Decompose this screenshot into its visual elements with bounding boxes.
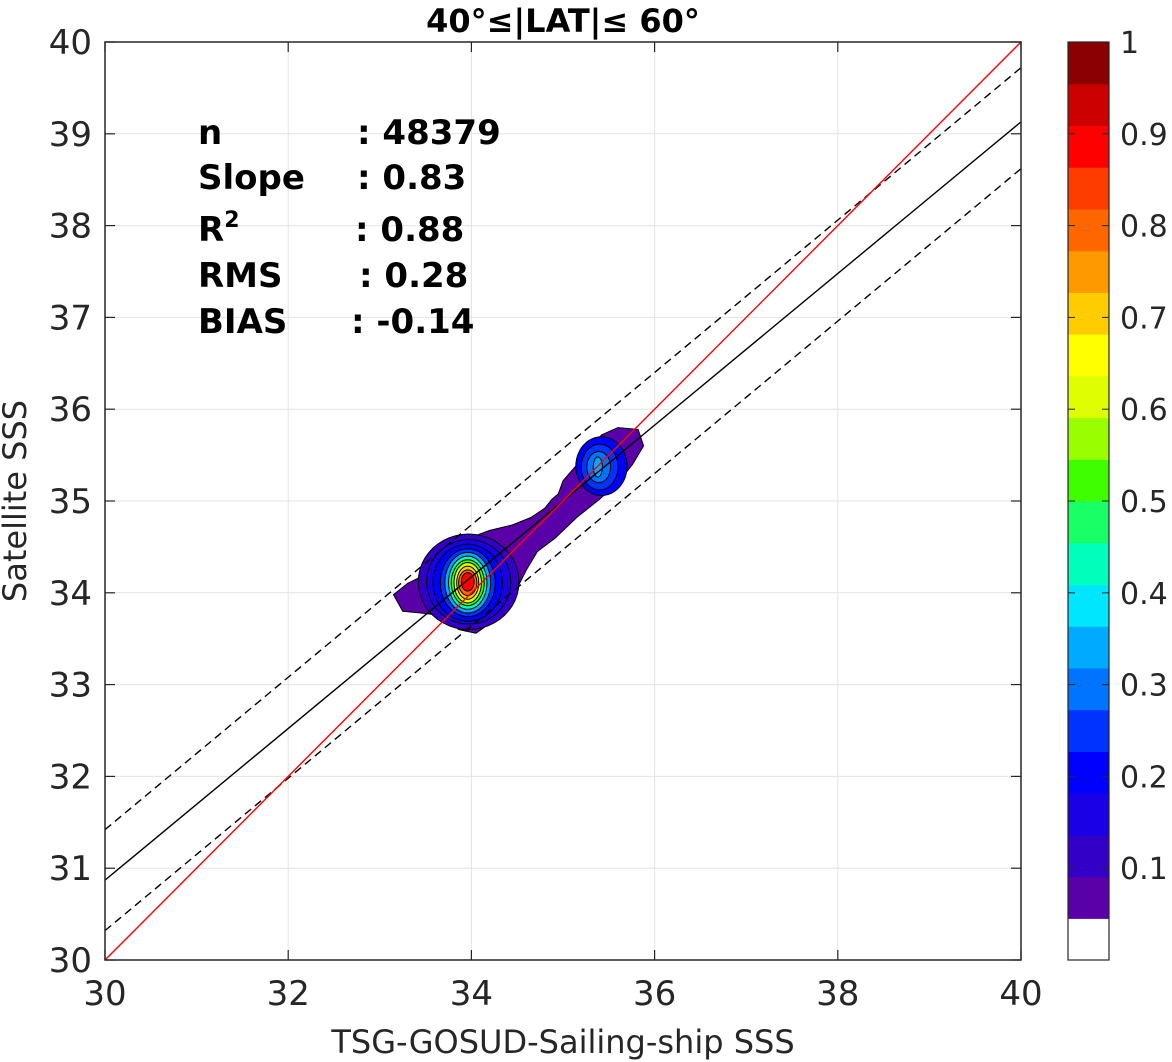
stat-label: RMS	[198, 256, 283, 296]
colorbar-tick-label: 0.2	[1120, 760, 1168, 795]
y-tick-label: 30	[49, 941, 92, 981]
y-tick-label: 32	[49, 757, 92, 797]
colorbar-segment	[1068, 83, 1109, 127]
colorbar-tick-label: 0.4	[1120, 577, 1168, 612]
y-tick-label: 35	[49, 482, 92, 522]
colorbar-tick-label: 0.9	[1120, 118, 1168, 153]
colorbar-segment	[1068, 292, 1109, 335]
x-tick-label: 40	[999, 974, 1042, 1014]
colorbar-segment	[1068, 876, 1109, 919]
y-axis-label: Satellite SSS	[0, 400, 34, 602]
stat-value: : 0.88	[355, 210, 464, 250]
colorbar-segment	[1068, 42, 1109, 85]
stat-value: : 0.83	[357, 158, 466, 198]
colorbar-tick-label: 0.3	[1120, 669, 1168, 704]
colorbar-segment	[1068, 751, 1109, 794]
density-contours	[393, 427, 645, 634]
colorbar-tick-label: 0.8	[1120, 210, 1168, 245]
colorbar-segment	[1068, 793, 1109, 836]
colorbar-segment	[1068, 501, 1109, 544]
colorbar-segment	[1068, 667, 1109, 711]
stat-label: BIAS	[198, 302, 287, 342]
colorbar-segment	[1068, 167, 1109, 210]
x-tick-label: 32	[267, 974, 310, 1014]
identity-line	[105, 42, 1021, 960]
y-tick-label: 37	[49, 298, 92, 338]
colorbar-segment	[1068, 709, 1109, 752]
colorbar-tick-label: 0.1	[1120, 852, 1168, 887]
y-tick-label: 31	[49, 849, 92, 889]
y-tick-label: 38	[49, 207, 92, 247]
stat-value: : -0.14	[351, 302, 474, 342]
colorbar-tick-label: 0.6	[1120, 393, 1168, 428]
regression-lines	[105, 42, 1021, 960]
x-tick-label: 30	[83, 974, 126, 1014]
colorbar-segment	[1068, 417, 1109, 460]
y-tick-label: 39	[49, 115, 92, 155]
stat-label: Slope	[198, 158, 305, 198]
colorbar-segment	[1068, 250, 1109, 293]
fit-lower-line	[105, 168, 1021, 932]
chart-title: 40°≤|LAT|≤ 60°	[426, 2, 700, 41]
colorbar-segment	[1068, 125, 1109, 168]
colorbar-tick-label: 0.7	[1120, 301, 1168, 336]
colorbar-segment	[1068, 459, 1109, 502]
colorbar-segment	[1068, 375, 1109, 419]
x-tick-label: 38	[816, 974, 859, 1014]
y-tick-label: 36	[49, 390, 92, 430]
stat-value: : 48379	[357, 113, 501, 153]
colorbar-segment	[1068, 334, 1109, 377]
colorbar-segment	[1068, 208, 1109, 252]
stat-value: : 0.28	[359, 256, 468, 296]
colorbar-segment	[1068, 584, 1109, 627]
colorbar-segment	[1068, 918, 1109, 961]
x-tick-label: 36	[633, 974, 676, 1014]
grid	[105, 42, 1021, 960]
y-tick-label: 34	[49, 574, 92, 614]
colorbar-segment	[1068, 626, 1109, 669]
colorbar-segment	[1068, 542, 1109, 586]
colorbar: 0.1 0.2 0.3 0.4 0.5 0.6 0.7 0.8 0.9 1	[1067, 26, 1168, 961]
colorbar-segment	[1068, 834, 1109, 878]
x-axis-label: TSG-GOSUD-Sailing-ship SSS	[330, 1023, 794, 1061]
axis-ticks: 30 32 34 36 38 40 30 31 32 33 34 35 36 37 38 39 40	[49, 23, 1043, 1014]
colorbar-tick-label: 0.5	[1120, 485, 1168, 520]
colorbar-tick-label: 1	[1120, 26, 1139, 61]
y-tick-label: 33	[49, 666, 92, 706]
x-tick-label: 34	[450, 974, 493, 1014]
y-tick-label: 40	[49, 23, 92, 63]
stat-label: n	[198, 113, 222, 153]
